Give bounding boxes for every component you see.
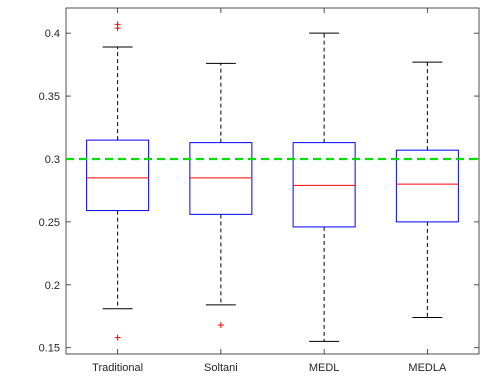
iqr-box bbox=[292, 142, 356, 228]
box-group-medl bbox=[292, 32, 356, 342]
box-group-traditional bbox=[86, 21, 150, 341]
y-tick-label: 0.4 bbox=[45, 28, 60, 40]
iqr-box bbox=[395, 149, 459, 223]
y-tick-label: 0.3 bbox=[45, 154, 60, 166]
iqr-box bbox=[189, 142, 253, 215]
plot-area-frame bbox=[65, 7, 480, 355]
x-tick-label: Traditional bbox=[92, 362, 143, 374]
x-tick-label: Soltani bbox=[204, 362, 238, 374]
iqr-box bbox=[86, 139, 150, 212]
x-tick-label: MEDL bbox=[309, 362, 340, 374]
y-tick-label: 0.35 bbox=[39, 91, 60, 103]
box-group-soltani bbox=[189, 62, 253, 329]
y-tick-label: 0.25 bbox=[39, 217, 60, 229]
y-tick-label: 0.15 bbox=[39, 343, 60, 355]
box-group-medla bbox=[395, 61, 459, 319]
x-tick-label: MEDLA bbox=[408, 362, 447, 374]
y-tick-label: 0.2 bbox=[45, 280, 60, 292]
